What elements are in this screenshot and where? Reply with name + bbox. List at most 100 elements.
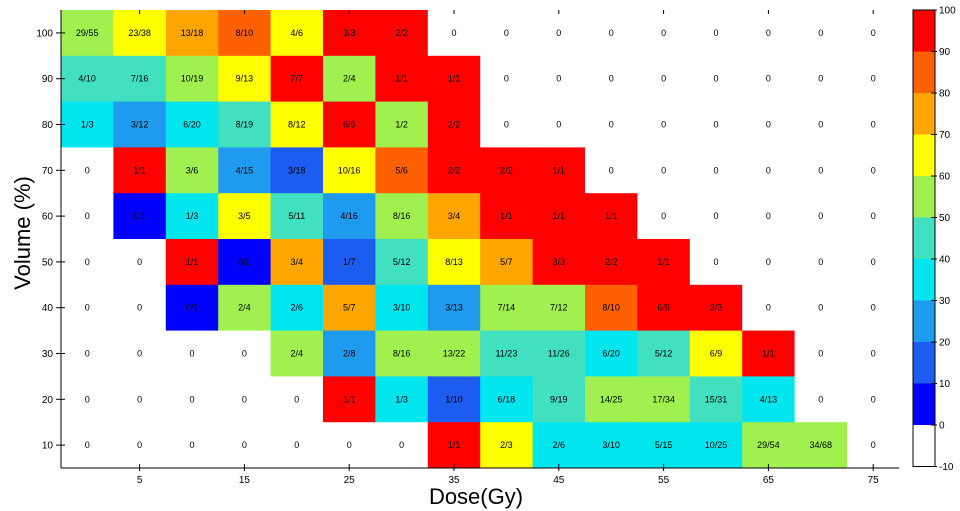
heatmap-cell [270, 284, 324, 332]
heatmap-cell [847, 10, 900, 57]
heatmap-cell [480, 10, 534, 57]
heatmap-cell [794, 147, 848, 194]
cell-value-label: 2/6 [291, 303, 304, 313]
heatmap-cell [427, 330, 481, 377]
cell-value-label: 0 [294, 394, 299, 404]
cell-value-label: 4/10 [78, 74, 96, 84]
heatmap-cell [323, 10, 376, 57]
heatmap-cell [375, 284, 429, 332]
colorbar-tick-label: -10 [939, 462, 954, 473]
colorbar-segment [913, 176, 935, 218]
heatmap-cell [113, 284, 167, 332]
cell-value-label: 0 [871, 28, 876, 38]
cell-value-label: 1/1 [605, 211, 618, 221]
colorbar-tick-label: 90 [939, 47, 951, 58]
cell-value-label: 7/12 [550, 303, 568, 313]
heatmap-cell [375, 376, 429, 423]
heatmap-cell [847, 101, 900, 148]
cell-value-label: 8/10 [602, 303, 620, 313]
heatmap-cell [218, 284, 272, 332]
x-axis-title: Dose(Gy) [429, 484, 523, 509]
cell-value-label: 1/1 [448, 440, 461, 450]
cell-value-label: 0 [766, 165, 771, 175]
cell-value-label: 0 [871, 440, 876, 450]
heatmap-cell [532, 147, 586, 194]
cell-value-label: 0 [871, 165, 876, 175]
colorbar-segment [913, 51, 935, 94]
heatmap-cell [165, 147, 219, 194]
cell-value-label: 0 [713, 211, 718, 221]
heatmap-cell [375, 101, 429, 148]
cell-value-label: 10/19 [181, 74, 204, 84]
heatmap-cell [61, 147, 114, 194]
heatmap-cell [375, 55, 429, 103]
cell-value-label: 0 [713, 120, 718, 130]
heatmap-cell [637, 376, 691, 423]
heatmap-cell [165, 101, 219, 148]
cell-value-label: 0 [137, 303, 142, 313]
cell-value-label: 6/6 [343, 120, 356, 130]
colorbar-segment [913, 259, 935, 301]
colorbar-segment [913, 217, 935, 260]
heatmap-cell [689, 239, 743, 286]
heatmap-cell [689, 193, 743, 240]
heatmap-cell [270, 239, 324, 286]
cell-value-label: 1/1 [343, 394, 356, 404]
cell-value-label: 0 [609, 120, 614, 130]
heatmap-cell [742, 422, 796, 469]
cell-value-label: 0 [137, 349, 142, 359]
colorbar-tick-label: 0 [939, 421, 945, 432]
cell-value-label: 3/5 [238, 211, 251, 221]
heatmap-cell [113, 239, 167, 286]
cell-value-label: 8/12 [288, 120, 306, 130]
cell-value-label: 0 [556, 120, 561, 130]
y-axis-title: Volume (%) [10, 176, 35, 290]
cell-value-label: 0 [713, 257, 718, 267]
heatmap-cell [637, 284, 691, 332]
heatmap-cell [480, 55, 534, 103]
heatmap-cell [532, 284, 586, 332]
heatmap-cell [847, 376, 900, 423]
heatmap-cell [532, 101, 586, 148]
x-tick-label: 75 [868, 475, 880, 486]
heatmap-cell [480, 422, 534, 469]
heatmap-cell [270, 193, 324, 240]
cell-value-label: 29/54 [757, 440, 780, 450]
heatmap-cell [637, 10, 691, 57]
heatmap-cell [113, 422, 167, 469]
heatmap-cell [742, 55, 796, 103]
cell-value-label: 0 [818, 28, 823, 38]
heatmap-cell [585, 193, 638, 240]
cell-value-label: 2/2 [448, 165, 461, 175]
heatmap-cell [375, 330, 429, 377]
y-tick-label: 60 [42, 212, 54, 223]
cell-value-label: 10/25 [705, 440, 728, 450]
heatmap-cell [637, 239, 691, 286]
cell-value-label: 0 [85, 165, 90, 175]
heatmap-cell [218, 422, 272, 469]
heatmap-cell [480, 147, 534, 194]
cell-value-label: 0 [451, 28, 456, 38]
cell-value-label: 0 [871, 257, 876, 267]
x-tick-label: 65 [763, 475, 775, 486]
cell-value-label: 5/15 [655, 440, 673, 450]
cell-value-label: 0 [85, 440, 90, 450]
cell-value-label: 2/8 [343, 349, 356, 359]
x-tick-label: 45 [553, 475, 565, 486]
colorbar-frame [912, 9, 936, 467]
heatmap-cell [847, 239, 900, 286]
cell-value-label: 0 [661, 165, 666, 175]
heatmap-cell [532, 193, 586, 240]
heatmap-cell [270, 10, 324, 57]
cell-value-label: 0 [556, 74, 561, 84]
heatmap-cell [323, 422, 376, 469]
cell-value-label: 13/22 [443, 349, 466, 359]
cell-value-label: 0 [818, 303, 823, 313]
colorbar-tick-label: 50 [939, 213, 951, 224]
heatmap-cell [165, 239, 219, 286]
cell-value-label: 15/31 [705, 394, 728, 404]
cell-value-label: 1/3 [186, 211, 199, 221]
heatmap-cell [585, 330, 638, 377]
heatmap-cell [480, 376, 534, 423]
heatmap-cell [847, 422, 900, 469]
